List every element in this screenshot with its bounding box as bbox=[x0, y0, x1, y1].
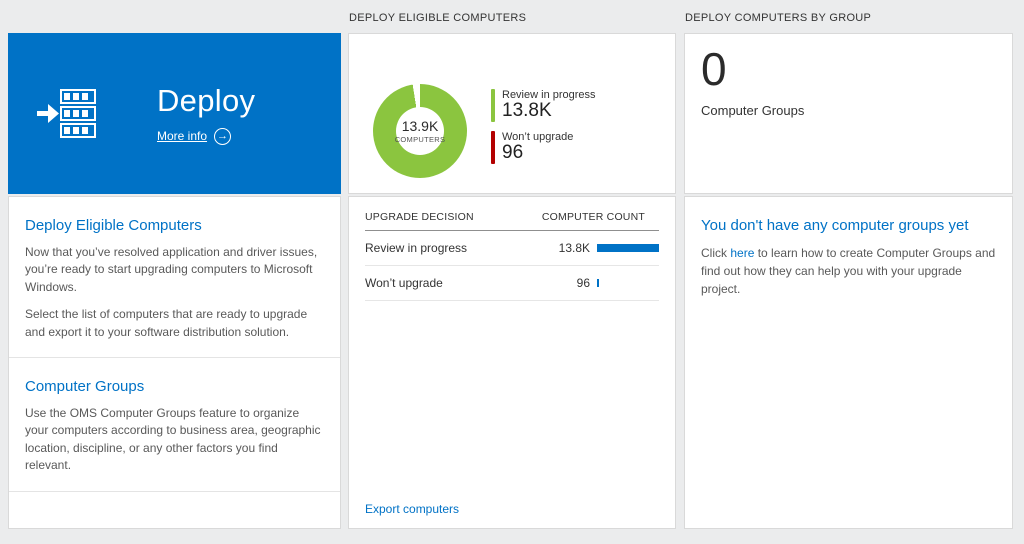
donut-center-value: 13.9K bbox=[401, 118, 439, 134]
computer-groups-heading: Computer Groups bbox=[25, 377, 145, 395]
count-bar bbox=[597, 279, 599, 287]
deploy-icon bbox=[37, 86, 99, 142]
divider bbox=[9, 490, 340, 492]
text-before-link: Click bbox=[701, 246, 731, 260]
row-decision: Review in progress bbox=[365, 241, 468, 255]
legend-item-review-in-progress: Review in progress 13.8K bbox=[491, 89, 596, 122]
legend-label: Won’t upgrade bbox=[502, 130, 574, 143]
column-computer-count: COMPUTER COUNT bbox=[541, 211, 645, 223]
donut-hole: 13.9K COMPUTERS bbox=[394, 107, 446, 155]
computer-groups-paragraph: Use the OMS Computer Groups feature to o… bbox=[25, 405, 321, 473]
donut-chart: 13.9K COMPUTERS bbox=[373, 84, 467, 178]
computer-groups-info-panel: You don't have any computer groups yet C… bbox=[684, 196, 1013, 529]
row-decision: Won’t upgrade bbox=[365, 276, 443, 290]
deploy-tile[interactable]: Deploy More info → bbox=[8, 33, 341, 194]
computer-groups-count-label: Computer Groups bbox=[701, 102, 805, 118]
export-computers-link[interactable]: Export computers bbox=[365, 502, 460, 516]
column-upgrade-decision: UPGRADE DECISION bbox=[365, 211, 474, 223]
deploy-description-panel: Deploy Eligible Computers Now that you’v… bbox=[8, 196, 341, 529]
divider bbox=[9, 356, 340, 358]
section-header-deploy-groups: DEPLOY COMPUTERS BY GROUP bbox=[685, 12, 872, 24]
more-info-arrow-icon[interactable]: → bbox=[214, 127, 232, 145]
eligible-computers-chart-tile[interactable]: 13.9K COMPUTERS Review in progress 13.8K… bbox=[348, 33, 676, 194]
legend-swatch-red bbox=[491, 130, 495, 164]
count-bar bbox=[597, 244, 659, 252]
table-row-review-in-progress[interactable]: Review in progress 13.8K bbox=[365, 231, 659, 266]
here-link[interactable]: here bbox=[730, 246, 755, 260]
section-header-deploy-eligible: DEPLOY ELIGIBLE COMPUTERS bbox=[349, 12, 527, 24]
legend-label: Review in progress bbox=[502, 89, 596, 101]
table-row-wont-upgrade[interactable]: Won’t upgrade 96 bbox=[365, 266, 659, 301]
chart-legend: Review in progress 13.8K Won’t upgrade 9… bbox=[491, 89, 596, 164]
text-after-link: to learn how to create Computer Groups a… bbox=[701, 246, 996, 296]
deploy-eligible-paragraph-2: Select the list of computers that are re… bbox=[25, 307, 308, 339]
upgrade-decision-panel: UPGRADE DECISION COMPUTER COUNT Review i… bbox=[348, 196, 676, 529]
deploy-eligible-paragraph-1: Now that you’ve resolved application and… bbox=[25, 245, 318, 294]
legend-value: 13.8K bbox=[502, 100, 552, 121]
row-count: 96 bbox=[576, 276, 590, 290]
row-count: 13.8K bbox=[558, 241, 590, 255]
deploy-eligible-heading: Deploy Eligible Computers bbox=[25, 217, 202, 234]
legend-swatch-green bbox=[491, 89, 495, 122]
donut-center-label: COMPUTERS bbox=[394, 135, 446, 144]
more-info-link[interactable]: More info bbox=[157, 129, 208, 143]
no-groups-paragraph: Click here to learn how to create Comput… bbox=[701, 244, 996, 298]
legend-value: 96 bbox=[502, 141, 524, 163]
no-groups-heading: You don't have any computer groups yet bbox=[701, 217, 969, 234]
computer-groups-count: 0 bbox=[701, 43, 727, 95]
computer-groups-count-tile[interactable]: 0 Computer Groups bbox=[684, 33, 1013, 194]
deploy-title: Deploy bbox=[157, 82, 256, 118]
legend-item-wont-upgrade: Won’t upgrade 96 bbox=[491, 130, 596, 164]
table-header: UPGRADE DECISION COMPUTER COUNT bbox=[365, 197, 659, 231]
